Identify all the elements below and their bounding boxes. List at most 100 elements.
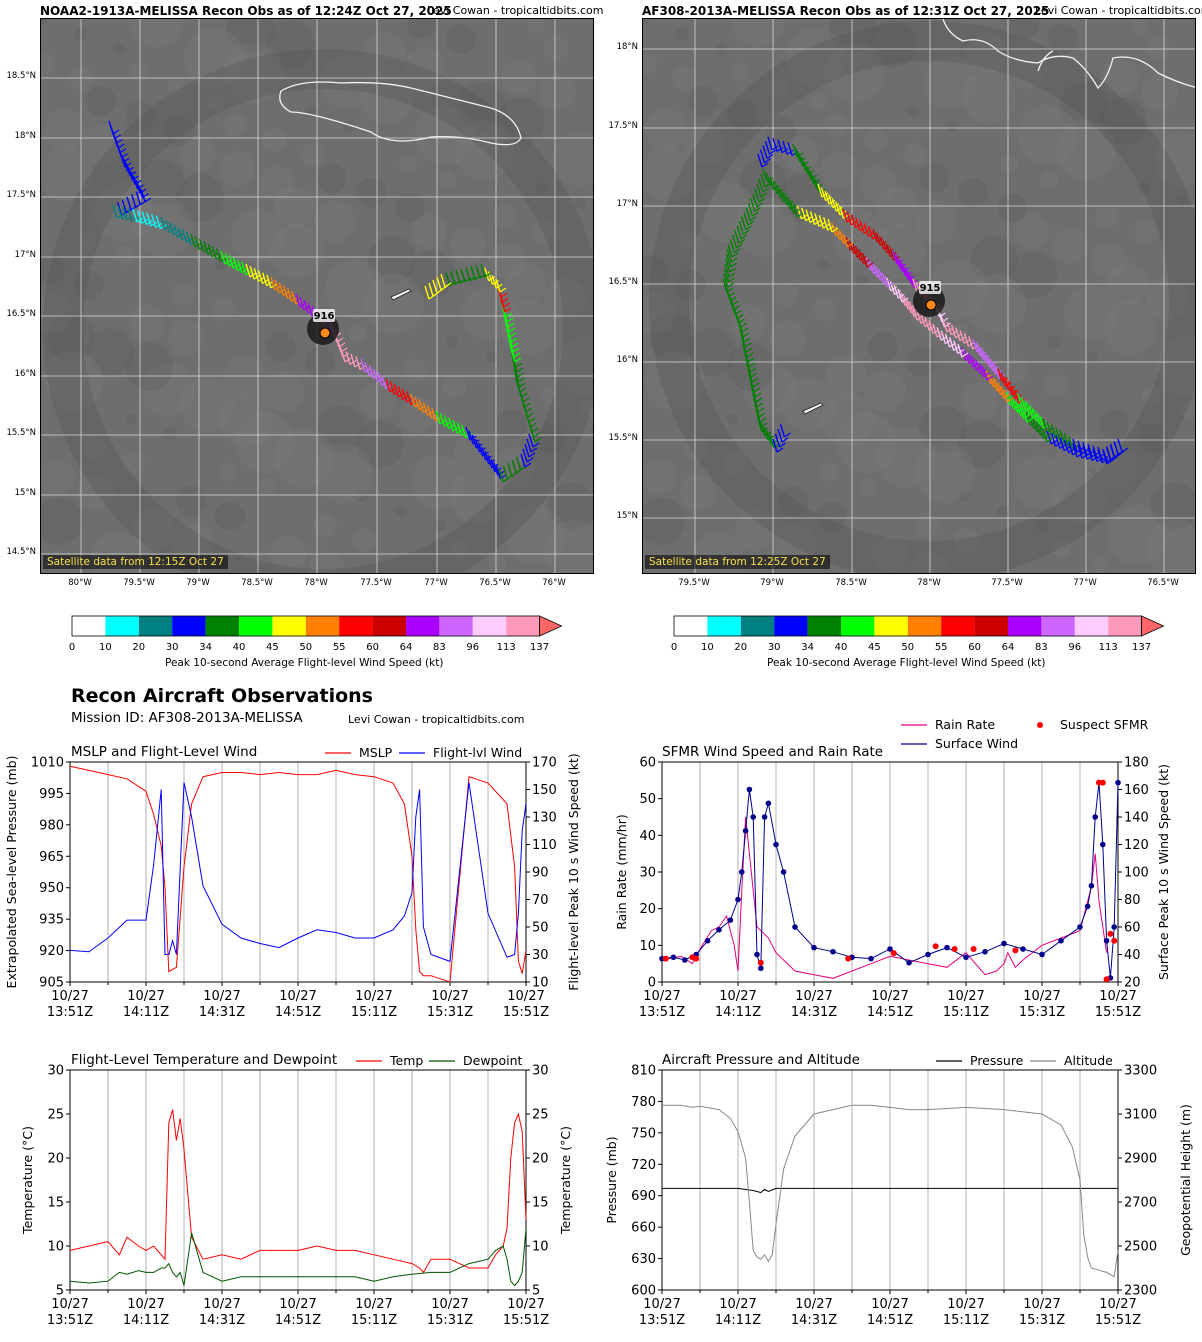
cloud-texture — [544, 278, 586, 320]
wind-barb — [477, 442, 484, 457]
wind-barb-flag — [121, 214, 129, 220]
wind-barb — [282, 285, 289, 299]
wind-barb — [1042, 428, 1048, 443]
suspect-sfmr-point — [932, 943, 939, 950]
wind-barb-flag — [116, 213, 124, 219]
wind-barb — [1102, 450, 1108, 465]
wind-barb — [456, 422, 463, 436]
right-y-tick-label: 15 — [532, 1196, 549, 1211]
colorbar-segment — [406, 616, 440, 636]
wind-barb — [393, 383, 400, 398]
colorbar-segment — [472, 616, 507, 636]
center-pressure-box — [919, 281, 941, 294]
suspect-sfmr-point — [757, 959, 764, 966]
series-line-dewpoint — [69, 1228, 527, 1287]
wind-barb — [991, 361, 997, 375]
x-tick-label-date: 10/27 — [1023, 1297, 1060, 1312]
colorbar-segment — [239, 616, 273, 636]
legend-label: Dewpoint — [463, 1053, 523, 1068]
cloud-texture — [133, 509, 175, 551]
wind-barb — [122, 158, 129, 172]
colorbar-tick-label: 137 — [530, 642, 550, 653]
wind-barb — [985, 370, 992, 384]
right-y-tick-label: 100 — [1124, 866, 1149, 881]
suspect-sfmr-point — [1012, 947, 1019, 954]
cloud-texture — [43, 351, 103, 411]
series-line-flight-lvl-wind — [69, 782, 527, 963]
wind-barb-flag — [890, 252, 897, 258]
wind-barb-flag — [1043, 434, 1050, 440]
surface-wind-point — [1039, 951, 1045, 958]
wind-barb — [758, 178, 764, 193]
wind-barb — [772, 138, 778, 152]
cloud-texture — [1091, 243, 1127, 279]
colorbar-tick-label: 60 — [366, 642, 379, 653]
left-y-tick-label: 20 — [639, 902, 656, 917]
wind-barb-flag — [528, 417, 536, 423]
cloud-texture — [966, 32, 1008, 74]
cloud-texture — [825, 43, 885, 103]
wind-barb-flag — [131, 216, 139, 222]
wind-barb — [1117, 438, 1123, 453]
wind-barb-flag — [776, 146, 784, 152]
cloud-texture — [164, 428, 176, 440]
wind-barb — [1032, 418, 1038, 433]
wind-barb-flag — [773, 185, 780, 191]
coastline — [942, 19, 1195, 90]
wind-barb-flag — [832, 203, 840, 209]
wind-barb — [838, 205, 845, 219]
wind-barb — [809, 211, 816, 225]
cloud-texture — [735, 509, 777, 551]
cloud-texture — [137, 159, 185, 207]
wind-barb — [1082, 446, 1088, 460]
wind-barb — [827, 218, 833, 233]
cloud-texture — [305, 347, 335, 377]
colorbar-frame — [71, 615, 541, 637]
wind-barb-flag — [1016, 407, 1024, 413]
wind-barb — [835, 201, 841, 216]
left-y-tick-label: 750 — [631, 1126, 656, 1141]
wind-barb — [942, 318, 948, 333]
wind-barb-flag — [519, 387, 527, 393]
wind-barb — [498, 468, 504, 483]
wind-barb — [484, 450, 490, 465]
wind-barb-flag — [740, 323, 747, 329]
cloud-texture — [876, 186, 918, 228]
cloud-texture — [489, 243, 525, 279]
x-tick-label-date: 10/27 — [643, 989, 680, 1004]
wind-barb — [194, 236, 200, 250]
wind-barb — [241, 261, 247, 276]
x-tick-label-date: 10/27 — [719, 989, 756, 1004]
wind-barb-flag — [801, 214, 808, 220]
wind-barb — [868, 260, 875, 274]
wind-barb-flag — [524, 402, 531, 408]
wind-barb-flag — [1003, 393, 1010, 399]
series-line-temp — [69, 1109, 527, 1274]
x-tick-label-time: 14:31Z — [199, 1005, 245, 1020]
cloud-texture — [1103, 59, 1139, 95]
wind-barb-flag — [901, 297, 909, 303]
map1-satellite-panel[interactable]: 916 Satellite data from 12:15Z Oct 27 — [40, 18, 594, 574]
left-y-tick-label: 660 — [631, 1221, 656, 1236]
cloud-texture — [532, 220, 556, 244]
cloud-texture — [552, 132, 593, 186]
cloud-texture — [680, 474, 716, 510]
surface-wind-point — [773, 841, 779, 848]
wind-barb — [428, 282, 434, 297]
wind-barb-flag — [1055, 441, 1062, 447]
x-tick-label-date: 10/27 — [51, 1297, 88, 1312]
cloud-texture — [868, 20, 916, 68]
cloud-texture — [970, 236, 1018, 284]
map2-satellite-panel[interactable]: 915 Satellite data from 12:25Z Oct 27 — [642, 18, 1196, 574]
wind-barb — [468, 430, 474, 445]
wind-barb-flag — [809, 218, 817, 224]
cloud-texture — [923, 55, 977, 109]
right-y-axis-label: Temperature (°C) — [558, 1126, 573, 1235]
right-y-tick-label: 170 — [532, 756, 557, 771]
wind-barb — [1013, 389, 1020, 404]
wind-barb-flag — [975, 365, 983, 371]
colorbar-tick-label: 20 — [734, 642, 748, 653]
wind-barb-flag — [770, 181, 777, 187]
wind-barb-flag — [936, 332, 944, 338]
cloud-texture — [356, 178, 386, 208]
